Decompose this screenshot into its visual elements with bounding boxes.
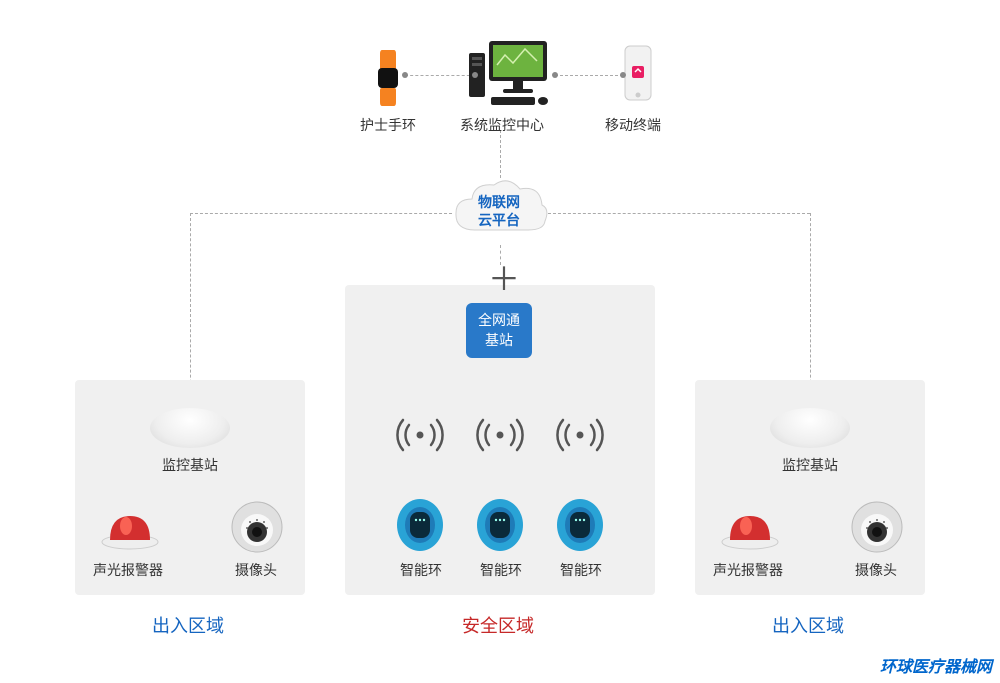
watermark-text: 环球医疗器械网 [880,653,992,677]
zone-center-title: 安全区域 [462,612,534,638]
cloud-line2: 云平台 [478,212,520,228]
line-cloud-left-v [190,213,191,408]
smartring-icon-1 [395,498,445,553]
smartring-label-3: 智能环 [560,560,602,580]
nurse-wristband-icon [372,48,404,108]
dot [472,72,478,78]
line-cloud-right-v [810,213,811,408]
dot [620,72,626,78]
line-monitor-cloud [500,130,501,178]
mobile-terminal-icon [622,44,654,104]
plus-icon: ＋ [488,254,520,300]
left-base-label: 监控基站 [162,455,218,475]
dot [552,72,558,78]
mobile-terminal-label: 移动终端 [605,115,661,135]
zone-left-title: 出入区域 [152,612,224,638]
monitor-center-icon [465,35,555,110]
left-alarm-icon [100,510,160,550]
right-alarm-icon [720,510,780,550]
signal-icon-3 [555,415,605,455]
cloud-line1: 物联网 [478,194,520,210]
station-line1: 全网通 [478,312,520,328]
left-camera-label: 摄像头 [235,560,277,580]
line-cloud-left-h [190,213,452,214]
smartring-icon-3 [555,498,605,553]
monitor-center-label: 系统监控中心 [460,115,544,135]
smartring-icon-2 [475,498,525,553]
signal-icon-1 [395,415,445,455]
dot [402,72,408,78]
right-alarm-label: 声光报警器 [713,560,783,580]
zone-right-title: 出入区域 [772,612,844,638]
smartring-label-1: 智能环 [400,560,442,580]
line-cloud-right-h [548,213,810,214]
right-camera-label: 摄像头 [855,560,897,580]
station-box: 全网通 基站 [466,303,532,358]
smartring-label-2: 智能环 [480,560,522,580]
line-monitor-mobile [555,75,623,76]
left-camera-icon [230,500,285,555]
right-camera-icon [850,500,905,555]
station-line2: 基站 [485,332,513,348]
signal-icon-2 [475,415,525,455]
left-alarm-label: 声光报警器 [93,560,163,580]
right-base-label: 监控基站 [782,455,838,475]
nurse-wristband-label: 护士手环 [360,115,416,135]
right-base-icon [770,408,850,448]
cloud-text: 物联网 云平台 [478,193,520,229]
left-base-icon [150,408,230,448]
